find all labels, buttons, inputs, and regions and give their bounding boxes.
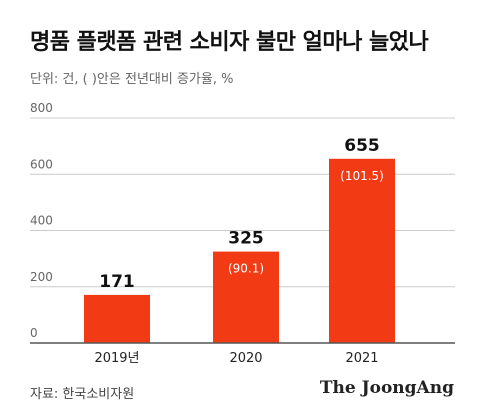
x-tick-label: 2020 [229, 351, 262, 366]
y-tick-label: 600 [30, 157, 53, 171]
bar [213, 251, 279, 343]
growth-rate-label: (101.5) [340, 169, 384, 183]
bar-value-label: 171 [99, 272, 135, 292]
source-note: 자료: 한국소비자원 [30, 387, 135, 402]
bar-value-label: 655 [344, 136, 380, 156]
y-tick-label: 800 [30, 101, 53, 115]
x-tick-label: 2021 [345, 351, 378, 366]
publisher-logo: The JoongAng [319, 378, 454, 398]
x-tick-label: 2019년 [94, 351, 139, 366]
growth-rate-label: (90.1) [228, 262, 264, 276]
y-tick-label: 200 [30, 270, 53, 284]
y-tick-label: 400 [30, 214, 53, 228]
y-tick-label: 0 [30, 326, 38, 340]
bar-value-label: 325 [228, 229, 264, 249]
chart-title: 명품 플랫폼 관련 소비자 불만 얼마나 늘었나 [30, 30, 429, 55]
chart-subtitle: 단위: 건, ( )안은 전년대비 증가율, % [30, 72, 234, 87]
bar [84, 294, 150, 343]
bar [329, 158, 395, 343]
